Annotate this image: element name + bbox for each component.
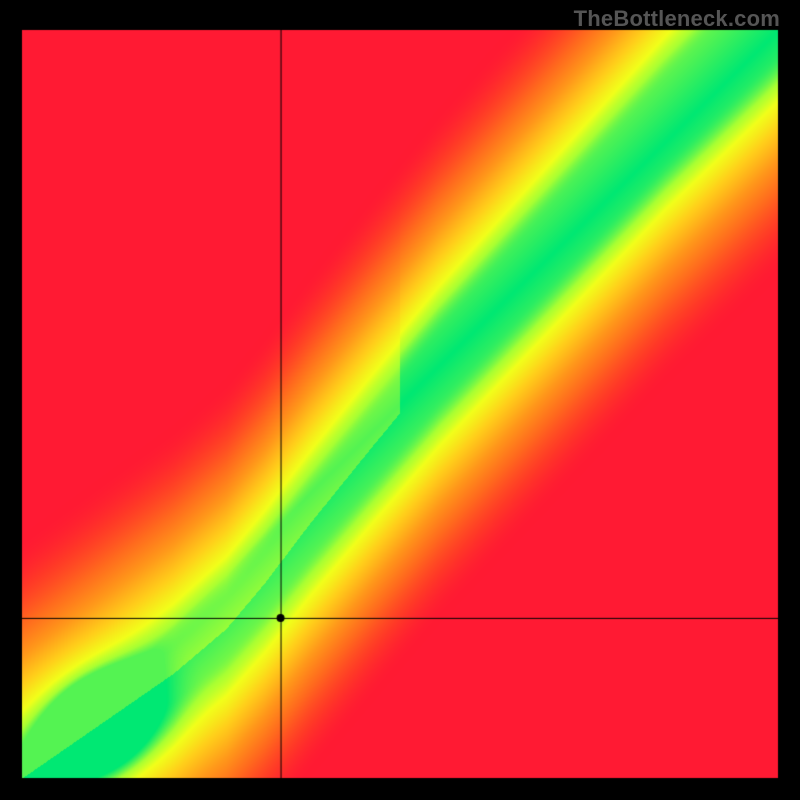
watermark-text: TheBottleneck.com (574, 6, 780, 32)
bottleneck-heatmap (0, 0, 800, 800)
